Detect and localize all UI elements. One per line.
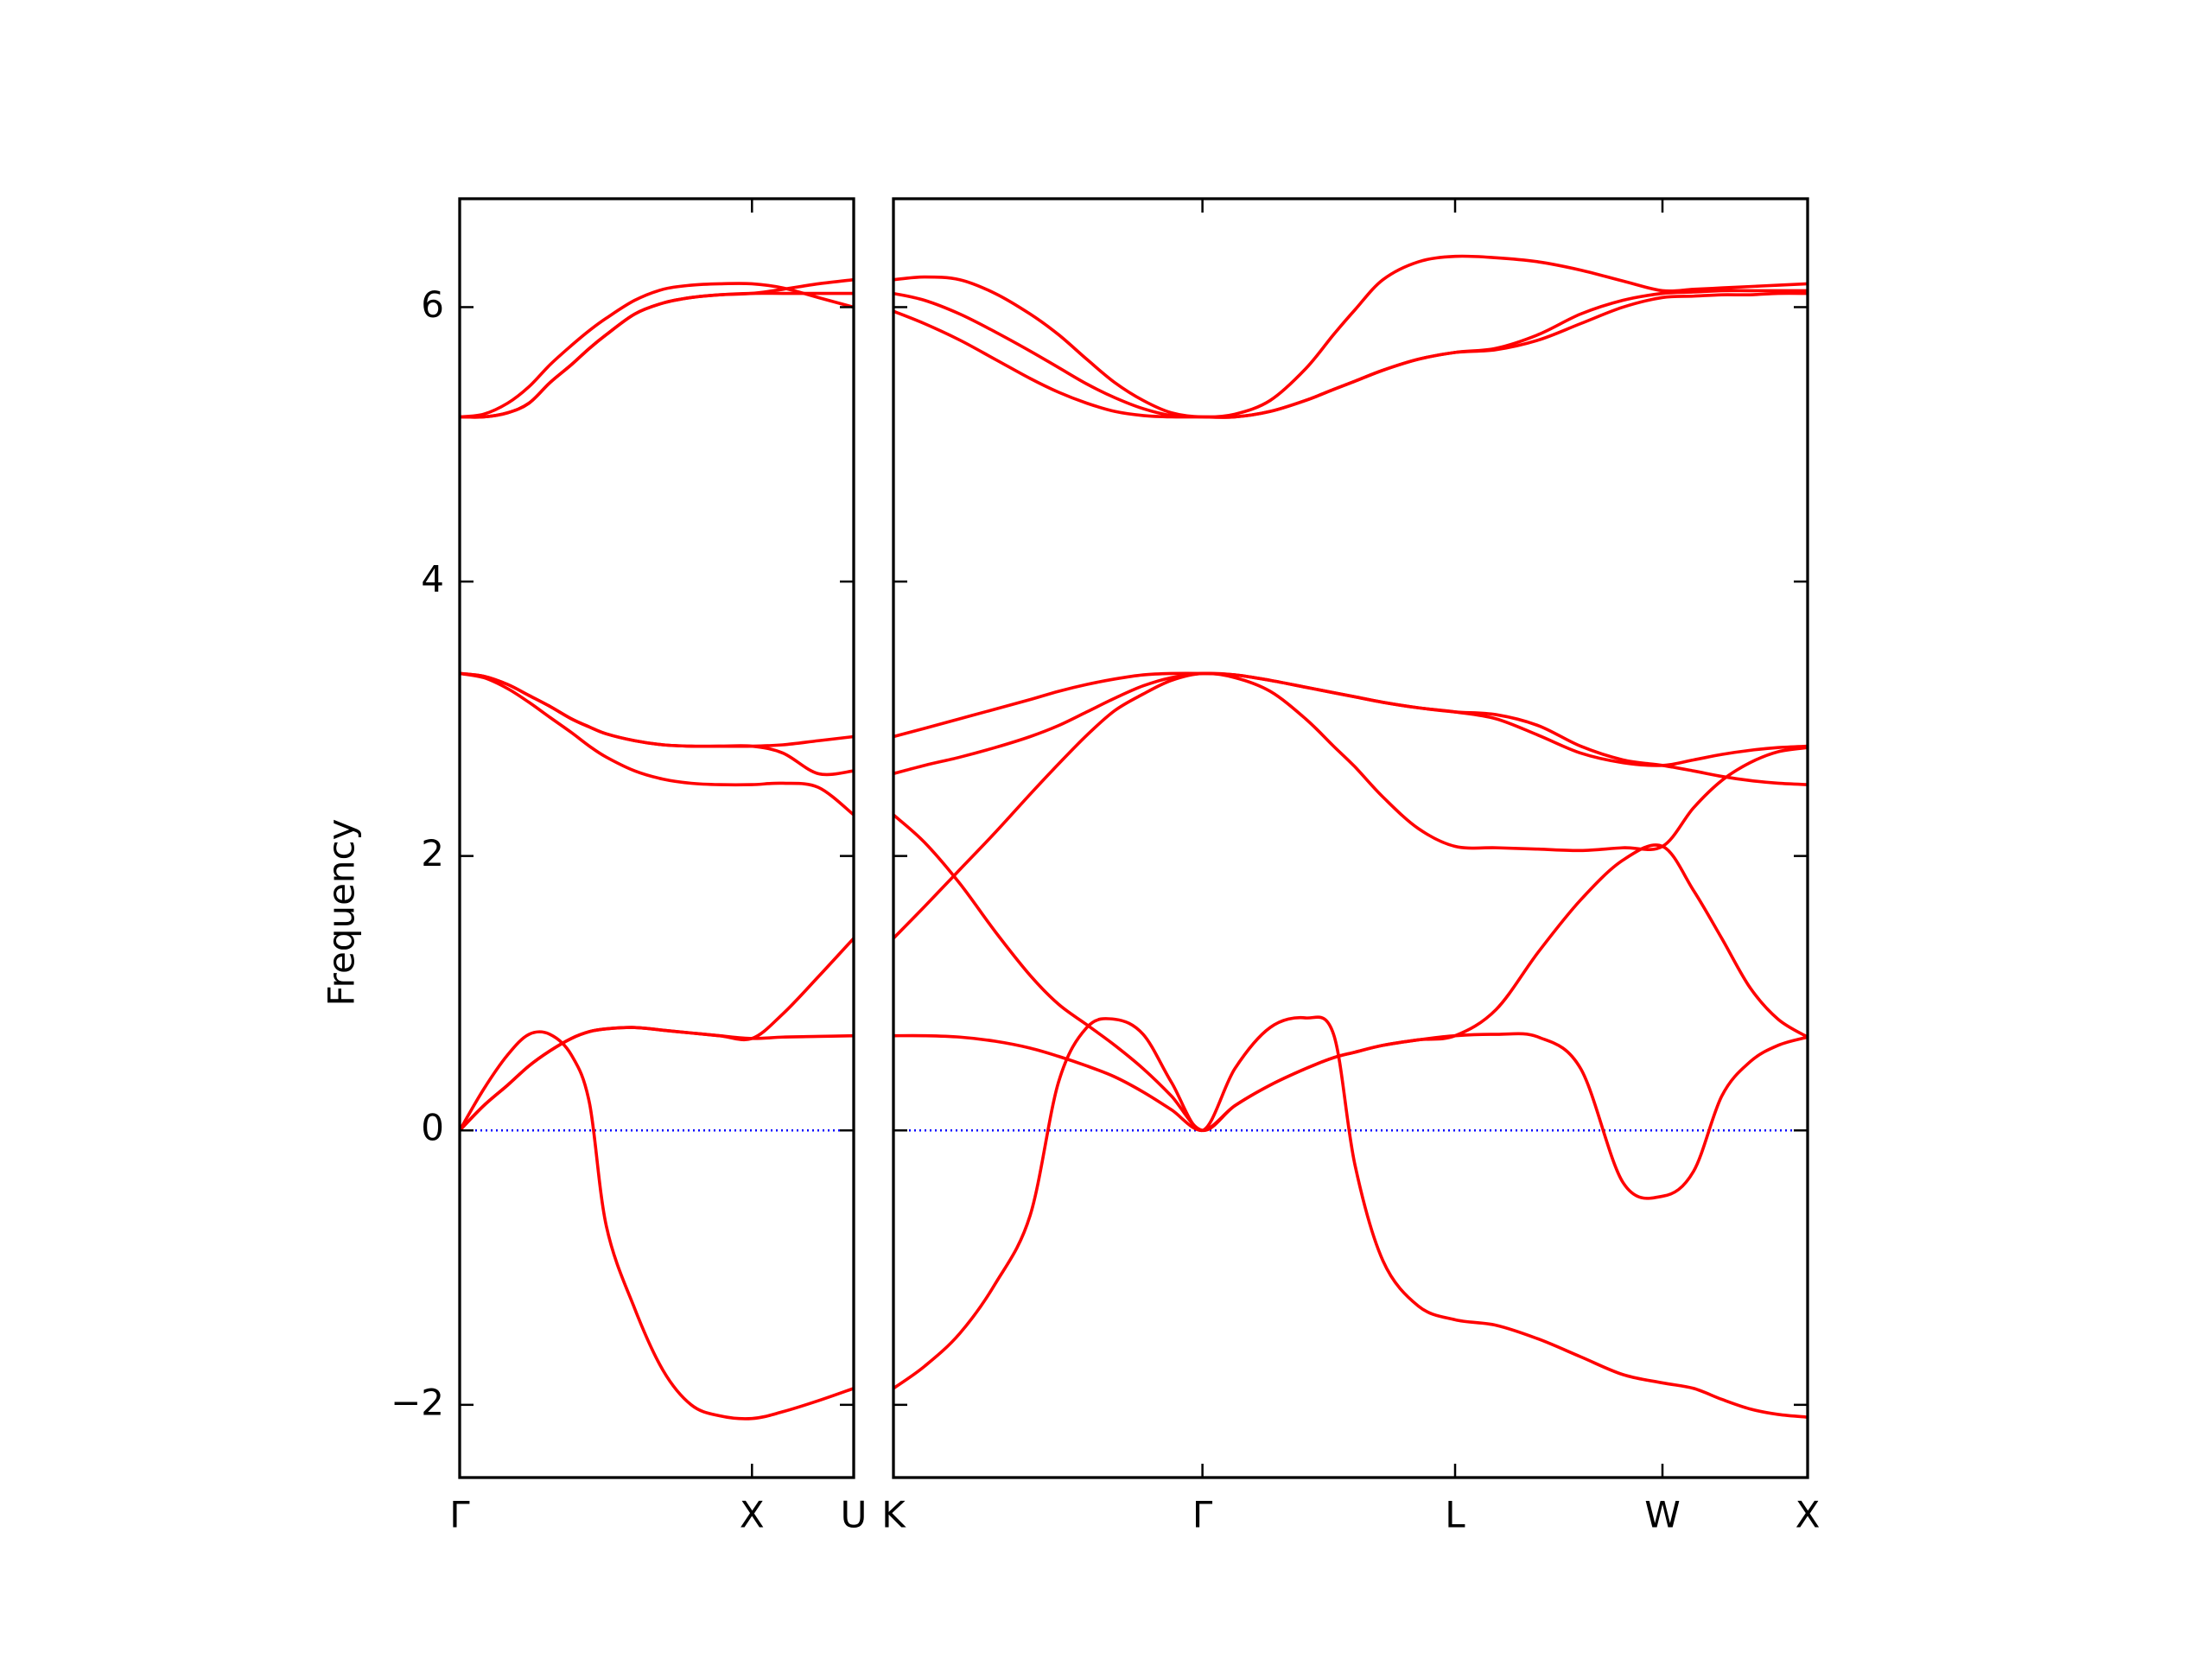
x-tick-label: L [1445, 1494, 1465, 1536]
y-tick-label: 6 [421, 283, 444, 326]
band-line [893, 813, 1808, 1133]
band-line [893, 671, 1808, 767]
y-tick-label: 2 [421, 832, 444, 874]
x-tick-label: Γ [449, 1494, 470, 1536]
plot-frame [892, 197, 1809, 1479]
x-tick-label: K [881, 1494, 906, 1536]
band-line [460, 277, 854, 419]
band-line [893, 1032, 1808, 1200]
x-tick-label: W [1644, 1494, 1681, 1536]
band-line [460, 937, 854, 1132]
band-line [460, 1030, 854, 1421]
y-axis-label: Frequency [321, 819, 363, 1007]
y-tick-label: 4 [421, 558, 444, 601]
band-line [460, 291, 854, 419]
x-tick-label: U [841, 1494, 868, 1536]
band-line [460, 671, 854, 777]
y-tick-label: 0 [421, 1107, 444, 1149]
band-line [893, 671, 1808, 940]
plot-frame [458, 197, 855, 1479]
x-tick-label: Γ [1192, 1494, 1213, 1536]
band-line [460, 671, 854, 748]
y-tick-label: −2 [391, 1381, 444, 1423]
x-tick-label: X [740, 1494, 765, 1536]
band-line [893, 254, 1808, 419]
x-tick-label: X [1796, 1494, 1821, 1536]
band-line [893, 671, 1808, 786]
band-line [460, 671, 854, 817]
band-line [893, 289, 1808, 419]
band-line [893, 1015, 1808, 1419]
band-line [893, 291, 1808, 419]
band-line [460, 282, 854, 419]
